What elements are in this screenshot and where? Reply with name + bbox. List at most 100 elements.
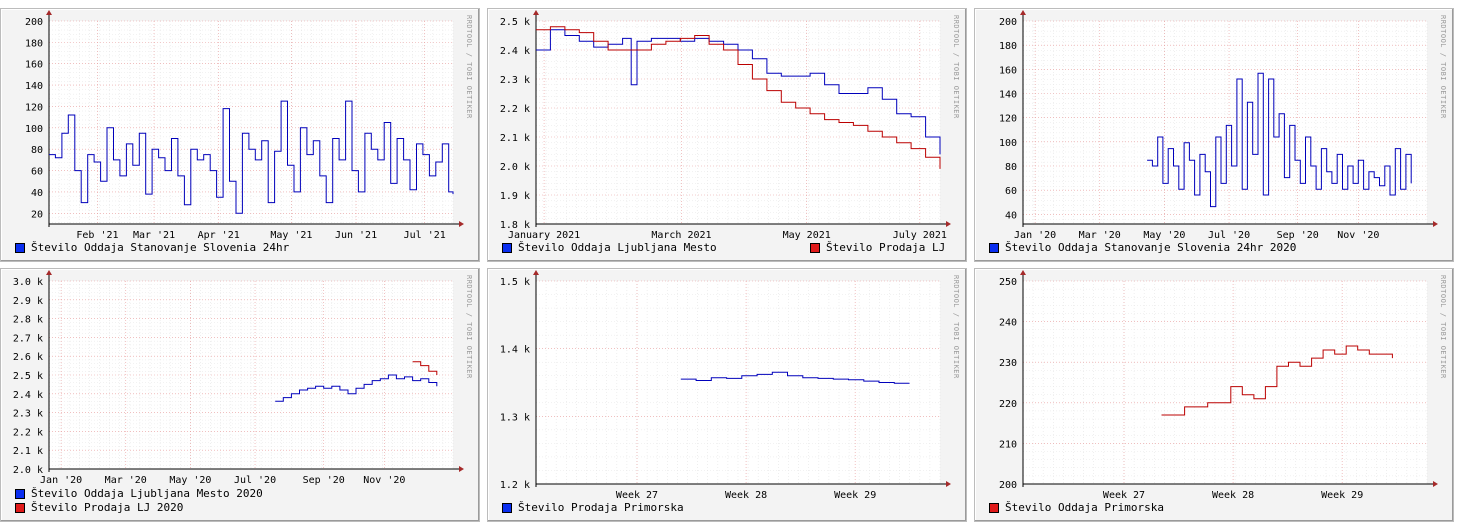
y-tick-label: 120 bbox=[999, 114, 1017, 125]
x-tick-label: Week 27 bbox=[1103, 490, 1145, 501]
y-tick-label: 230 bbox=[999, 358, 1017, 369]
legend-entry: Število Oddaja Stanovanje Slovenia 24hr … bbox=[989, 241, 1296, 255]
chart-panel-2: 2.5 k 2.4 k 2.3 k 2.2 k 2.1 k 2.0 k 1.9 k 1.8 k… bbox=[487, 8, 967, 262]
y-tick-label: 240 bbox=[999, 318, 1017, 329]
legend-label: Število Prodaja LJ 2020 bbox=[31, 501, 184, 514]
x-tick-label: Week 28 bbox=[725, 490, 767, 501]
legend-swatch-blue bbox=[15, 489, 25, 499]
x-tick-label: Week 28 bbox=[1212, 490, 1254, 501]
x-tick-label: Jun '21 bbox=[335, 230, 377, 241]
y-tick-label: 210 bbox=[999, 439, 1017, 450]
y-tick-label: 1.8 k bbox=[500, 220, 530, 231]
legend-swatch-blue bbox=[502, 243, 512, 253]
y-tick-label: 1.4 k bbox=[500, 345, 530, 356]
x-tick-label: Sep '20 bbox=[1277, 230, 1319, 241]
y-tick-label: 1.5 k bbox=[500, 277, 530, 288]
y-axis-arrow bbox=[1020, 270, 1026, 275]
chart-panel-6: 250 240 230 220 210 200 Week 27 Week 28 Week 29 R… bbox=[974, 268, 1454, 522]
y-tick-label: 2.4 k bbox=[500, 46, 530, 57]
series-line-1 bbox=[49, 100, 454, 214]
y-tick-label: 2.3 k bbox=[500, 75, 530, 86]
x-axis-arrow bbox=[459, 221, 464, 227]
watermark: RRDTOOL / TOBI OETIKER bbox=[465, 15, 473, 119]
legend-entry: Število Oddaja Ljubljana Mesto bbox=[502, 241, 717, 255]
y-tick-label: 100 bbox=[25, 124, 43, 135]
series-line-2 bbox=[536, 26, 941, 169]
chart-panel-4: 3.0 k 2.9 k 2.8 k 2.7 k 2.6 k 2.5 k 2.4 k 2.3 k… bbox=[0, 268, 480, 522]
x-tick-label: Nov '20 bbox=[1337, 230, 1379, 241]
legend-entry: Število Oddaja Primorska bbox=[989, 501, 1164, 515]
series-line-1 bbox=[680, 371, 910, 384]
chart-1-svg: 200 180 160 140 120 100 80 60 40 20 Feb '21 Mar '21… bbox=[25, 10, 473, 241]
y-tick-label: 2.2 k bbox=[13, 427, 43, 438]
x-axis-arrow bbox=[1433, 481, 1438, 487]
x-tick-label: Jan '20 bbox=[40, 475, 82, 486]
x-tick-label: May '20 bbox=[1143, 230, 1185, 241]
y-tick-label: 2.5 k bbox=[13, 371, 43, 382]
y-tick-label: 3.0 k bbox=[13, 277, 43, 288]
series-line-1 bbox=[1161, 345, 1393, 416]
legend-swatch-blue bbox=[15, 243, 25, 253]
y-axis-arrow bbox=[1020, 10, 1026, 15]
legend-label: Število Prodaja LJ bbox=[826, 241, 946, 254]
y-tick-label: 1.9 k bbox=[500, 191, 530, 202]
y-tick-label: 100 bbox=[999, 138, 1017, 149]
chart-6-svg: 250 240 230 220 210 200 Week 27 Week 28 Week 29 R… bbox=[999, 270, 1447, 501]
y-tick-label: 180 bbox=[999, 41, 1017, 52]
y-tick-label: 2.8 k bbox=[13, 315, 43, 326]
x-tick-label: May '20 bbox=[169, 475, 211, 486]
y-tick-label: 60 bbox=[1005, 186, 1017, 197]
y-tick-label: 180 bbox=[25, 38, 43, 49]
y-tick-label: 1.3 k bbox=[500, 412, 530, 423]
chart-2-svg: 2.5 k 2.4 k 2.3 k 2.2 k 2.1 k 2.0 k 1.9 k 1.8 k… bbox=[500, 10, 960, 241]
y-tick-label: 160 bbox=[25, 60, 43, 71]
y-axis-arrow bbox=[533, 270, 539, 275]
y-tick-label: 20 bbox=[31, 209, 43, 220]
watermark: RRDTOOL / TOBI OETIKER bbox=[465, 275, 473, 379]
legend-label: Število Oddaja Ljubljana Mesto bbox=[518, 241, 717, 254]
y-tick-label: 200 bbox=[999, 17, 1017, 28]
y-tick-label: 2.7 k bbox=[13, 333, 43, 344]
y-tick-label: 2.2 k bbox=[500, 104, 530, 115]
y-tick-label: 40 bbox=[1005, 210, 1017, 221]
y-tick-label: 40 bbox=[31, 188, 43, 199]
y-tick-label: 60 bbox=[31, 167, 43, 178]
x-tick-label: Sep '20 bbox=[303, 475, 345, 486]
series-line-1 bbox=[275, 374, 438, 402]
x-tick-label: Jul '20 bbox=[1208, 230, 1250, 241]
legend-swatch-blue bbox=[502, 503, 512, 513]
x-axis-arrow bbox=[459, 466, 464, 472]
legend-swatch-red bbox=[15, 503, 25, 513]
legend-entry: Število Prodaja LJ 2020 bbox=[15, 501, 183, 515]
x-tick-label: Mar '20 bbox=[105, 475, 147, 486]
x-tick-label: Jul '21 bbox=[404, 230, 446, 241]
y-tick-label: 1.2 k bbox=[500, 480, 530, 491]
y-tick-label: 160 bbox=[999, 65, 1017, 76]
y-tick-label: 2.5 k bbox=[500, 17, 530, 28]
watermark: RRDTOOL / TOBI OETIKER bbox=[1439, 275, 1447, 379]
y-tick-label: 2.1 k bbox=[13, 446, 43, 457]
chart-panel-1: 200 180 160 140 120 100 80 60 40 20 Feb '21 Mar '21… bbox=[0, 8, 480, 262]
chart-5-svg: 1.5 k 1.4 k 1.3 k 1.2 k Week 27 Week 28 Week 2… bbox=[500, 270, 960, 501]
x-tick-label: Apr '21 bbox=[198, 230, 240, 241]
y-tick-label: 80 bbox=[1005, 162, 1017, 173]
x-tick-label: Week 29 bbox=[834, 490, 876, 501]
x-tick-label: Week 27 bbox=[616, 490, 658, 501]
x-tick-label: Jul '20 bbox=[234, 475, 276, 486]
y-axis-arrow bbox=[46, 10, 52, 15]
y-tick-label: 200 bbox=[25, 17, 43, 28]
legend-swatch-red bbox=[810, 243, 820, 253]
x-tick-label: Nov '20 bbox=[363, 475, 405, 486]
watermark: RRDTOOL / TOBI OETIKER bbox=[952, 15, 960, 119]
watermark: RRDTOOL / TOBI OETIKER bbox=[952, 275, 960, 379]
y-tick-label: 140 bbox=[25, 81, 43, 92]
y-tick-label: 200 bbox=[999, 480, 1017, 491]
x-axis-arrow bbox=[946, 481, 951, 487]
legend-entry: Število Oddaja Ljubljana Mesto 2020 bbox=[15, 487, 263, 501]
x-tick-label: Feb '21 bbox=[76, 230, 118, 241]
chart-panel-5: 1.5 k 1.4 k 1.3 k 1.2 k Week 27 Week 28 Week 2… bbox=[487, 268, 967, 522]
chart-3-svg: 200 180 160 140 120 100 80 60 40 Jan '20 Mar '20 Ma… bbox=[999, 10, 1447, 241]
x-tick-label: July 2021 bbox=[893, 230, 947, 241]
y-axis-arrow bbox=[46, 270, 52, 275]
legend-label: Število Oddaja Stanovanje Slovenia 24hr … bbox=[1005, 241, 1297, 254]
